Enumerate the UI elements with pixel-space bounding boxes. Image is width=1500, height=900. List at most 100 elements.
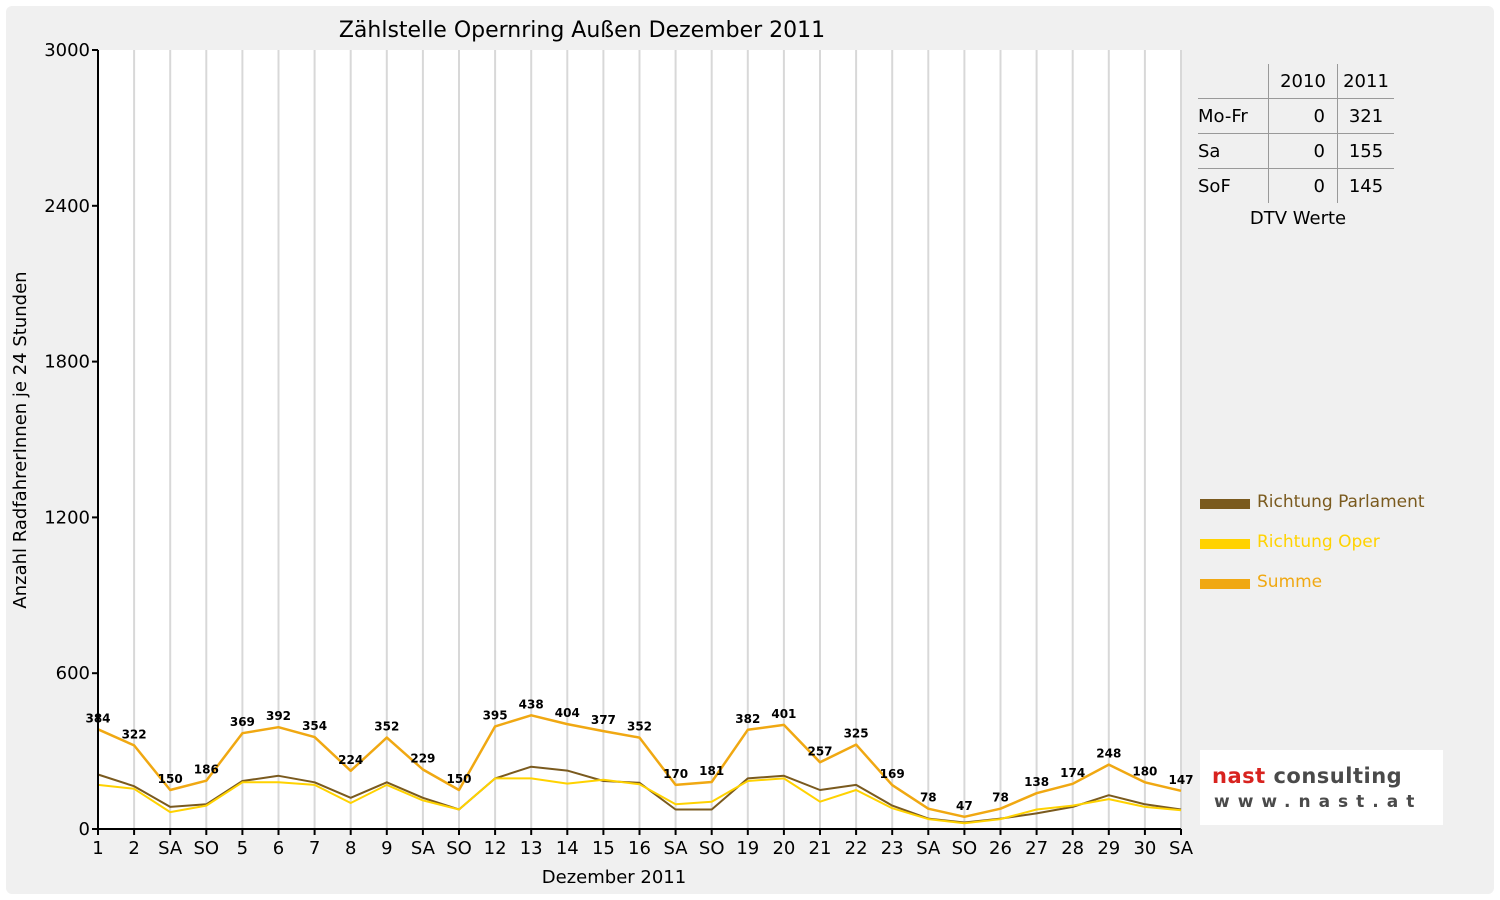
x-tick-label: SA — [1169, 838, 1194, 859]
stats-cell-2011: 321 — [1337, 98, 1394, 134]
grid — [133, 50, 1182, 829]
x-tick-label: 7 — [309, 838, 320, 859]
legend-label: Summe — [1257, 572, 1323, 592]
y-tick-label: 3000 — [44, 40, 90, 61]
x-tick-label: 28 — [1061, 838, 1084, 859]
x-tick-label: 20 — [772, 838, 795, 859]
legend-item-summe: Summe — [1200, 572, 1425, 612]
stats-header-2010: 2010 — [1268, 64, 1338, 99]
stats-cell-2011: 145 — [1348, 175, 1384, 197]
y-tick-label: 1200 — [44, 507, 90, 528]
stats-header-2011: 2011 — [1337, 64, 1394, 99]
x-tick-label: SO — [699, 838, 725, 859]
data-label: 401 — [771, 707, 796, 721]
data-label: 170 — [663, 767, 688, 781]
legend-swatch — [1200, 499, 1250, 509]
logo-url: www.nast.at — [1214, 792, 1423, 812]
x-tick-label: SO — [952, 838, 978, 859]
x-tick-label: 14 — [556, 838, 579, 859]
x-ticks: 1 2 SA SO 5 6 7 8 9 SA SO 12 13 14 15 16 SA SO 19 20 21 22 23 S… — [92, 829, 1194, 859]
data-label: 180 — [1132, 764, 1157, 778]
stats-row-label: Sa — [1198, 133, 1269, 169]
data-label: 354 — [302, 719, 327, 733]
data-label: 325 — [844, 727, 869, 741]
x-tick-label: SO — [194, 838, 220, 859]
x-tick-label: SA — [664, 838, 689, 859]
data-label: 248 — [1096, 747, 1121, 761]
x-tick-label: 22 — [845, 838, 868, 859]
x-tick-label: 26 — [989, 838, 1012, 859]
x-tick-label: 9 — [381, 838, 392, 859]
data-label: 78 — [920, 791, 937, 805]
legend-swatch — [1200, 539, 1250, 549]
data-label: 138 — [1024, 775, 1049, 789]
x-tick-label: 8 — [345, 838, 356, 859]
x-tick-label: 29 — [1097, 838, 1120, 859]
legend-label: Richtung Oper — [1257, 532, 1380, 552]
x-tick-label: SA — [411, 838, 436, 859]
stats-cell-2010: 0 — [1268, 168, 1338, 203]
x-tick-label: 5 — [237, 838, 248, 859]
data-label: 78 — [992, 791, 1009, 805]
data-label: 174 — [1060, 766, 1085, 780]
data-label: 150 — [446, 772, 471, 786]
y-tick-label: 600 — [56, 663, 90, 684]
chart-title: Zählstelle Opernring Außen Dezember 2011 — [339, 18, 825, 43]
x-tick-label: 6 — [273, 838, 284, 859]
x-tick-label: 1 — [92, 838, 103, 859]
x-tick-label: 16 — [628, 838, 651, 859]
stats-cell-2011: 155 — [1337, 133, 1394, 169]
data-label: 47 — [956, 799, 973, 813]
series-line-summe — [97, 714, 1182, 819]
data-label: 404 — [555, 706, 580, 720]
data-label: 395 — [483, 708, 508, 722]
x-tick-label: 13 — [520, 838, 543, 859]
x-tick-label: 21 — [809, 838, 832, 859]
legend-swatch — [1200, 579, 1250, 589]
y-tick-label: 2400 — [44, 196, 90, 217]
data-label: 352 — [627, 720, 652, 734]
legend-item-oper: Richtung Oper — [1200, 532, 1425, 572]
stats-row-label: SoF — [1198, 168, 1269, 203]
legend-item-parlament: Richtung Parlament — [1200, 492, 1425, 532]
x-tick-label: SA — [916, 838, 941, 859]
data-label: 257 — [807, 744, 832, 758]
logo-name: nast consulting — [1212, 764, 1402, 788]
logo-name-part-a: nast — [1212, 764, 1266, 788]
stats-cell-2010: 0 — [1268, 133, 1338, 169]
data-label: 438 — [519, 697, 544, 711]
x-tick-label: 2 — [128, 838, 139, 859]
series-lines — [97, 714, 1182, 825]
data-label: 229 — [410, 752, 435, 766]
x-tick-label: 19 — [736, 838, 759, 859]
y-tick-label: 0 — [79, 819, 90, 840]
x-tick-label: SA — [158, 838, 183, 859]
x-axis-label: Dezember 2011 — [542, 867, 686, 888]
y-tick-label: 1800 — [44, 352, 90, 373]
stats-table: 2010 2011 Mo-Fr 0 321 Sa 0 155 SoF 0 145 — [1198, 64, 1394, 203]
data-label: 147 — [1168, 773, 1193, 787]
y-axis-label: Anzahl RadfahrerInnen je 24 Stunden — [10, 271, 31, 608]
data-label: 169 — [880, 767, 905, 781]
data-label: 322 — [122, 727, 147, 741]
data-label: 369 — [230, 715, 255, 729]
x-tick-label: 12 — [484, 838, 507, 859]
x-tick-label: 23 — [881, 838, 904, 859]
data-label: 150 — [158, 772, 183, 786]
stats-caption: DTV Werte — [1249, 208, 1347, 229]
stats-row-label: Mo-Fr — [1198, 98, 1269, 134]
data-label: 392 — [266, 709, 291, 723]
data-label: 181 — [699, 764, 724, 778]
x-tick-label: 27 — [1025, 838, 1048, 859]
data-label: 224 — [338, 753, 363, 767]
stats-header-empty — [1198, 64, 1269, 99]
legend: Richtung Parlament Richtung Oper Summe — [1200, 492, 1425, 612]
x-tick-label: SO — [446, 838, 472, 859]
data-label: 352 — [374, 720, 399, 734]
company-logo: nast consulting www.nast.at — [1200, 750, 1443, 825]
logo-name-part-b: consulting — [1273, 764, 1403, 788]
y-ticks: 0 600 1200 1800 2400 3000 — [44, 40, 98, 840]
stats-cell-2010: 0 — [1268, 98, 1338, 134]
legend-label: Richtung Parlament — [1257, 492, 1425, 512]
